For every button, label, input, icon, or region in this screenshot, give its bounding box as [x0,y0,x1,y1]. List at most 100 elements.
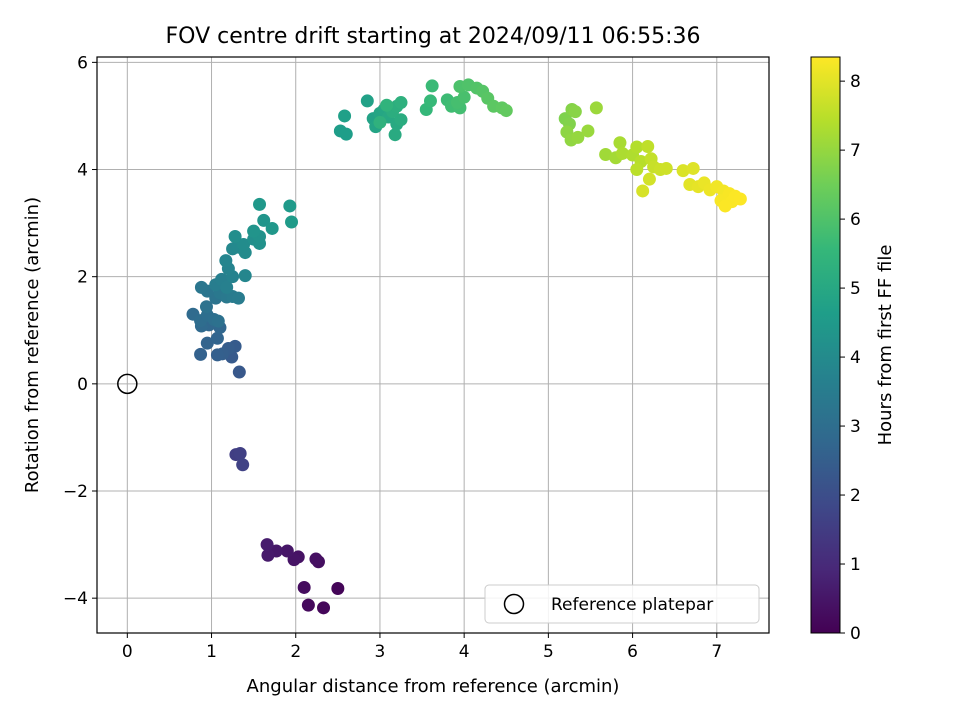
scatter-point [199,300,213,314]
scatter-point [297,580,311,594]
scatter-point [265,221,279,235]
scatter-point [257,213,271,227]
colorbar-tick-label: 7 [850,141,861,161]
scatter-point [733,192,747,206]
y-tick-label: 6 [77,53,88,73]
scatter-point [615,146,629,160]
scatter-point [219,254,233,268]
legend-marker-reference [503,593,525,615]
colorbar [810,56,841,634]
scatter-point [280,544,294,558]
scatter-point [309,552,323,566]
scatter-point [394,113,408,127]
colorbar-tick-label: 6 [850,210,861,230]
x-tick-label: 4 [459,642,470,662]
colorbar-tick-label: 4 [850,348,861,368]
scatter-point [283,199,297,213]
scatter-point [228,229,242,243]
scatter-point [339,127,353,141]
scatter-point [360,94,374,108]
scatter-point [236,458,250,472]
scatter-point [210,331,224,345]
x-tick-label: 3 [375,642,386,662]
x-tick-label: 5 [543,642,554,662]
x-tick-label: 0 [122,642,133,662]
scatter-point [247,224,261,238]
legend-box [484,584,760,624]
colorbar-tick-label: 3 [850,417,861,437]
scatter-point [253,197,267,211]
y-tick-label: −4 [63,589,88,609]
colorbar-ticks: 0 1 2 3 4 5 6 7 8 [840,72,861,644]
scatter-point [581,124,595,138]
colorbar-tick-label: 5 [850,279,861,299]
colorbar-tick-label: 2 [850,486,861,506]
scatter-point [285,215,299,229]
scatter-point [425,79,439,93]
colorbar-tick-label: 8 [850,72,861,92]
scatter-point [317,601,331,615]
scatter-point [200,336,214,350]
y-tick-label: 2 [77,268,88,288]
scatter-point [211,314,225,328]
scatter-point [338,109,352,123]
scatter-point [237,238,251,252]
colorbar-tick-label: 0 [850,624,861,644]
y-axis-label: Rotation from reference (arcmin) [22,197,43,493]
scatter-point [642,172,656,186]
scatter-point [599,148,613,162]
grid-lines [97,57,769,633]
colorbar-tick-label: 1 [850,555,861,575]
scatter-point [260,538,274,552]
scatter-point [394,96,408,110]
y-tick-label: 0 [77,375,88,395]
scatter-point [233,447,247,461]
scatter-point [630,163,644,177]
scatter-point [499,104,513,118]
y-tick-label: −2 [63,482,88,502]
scatter-point [457,90,471,104]
scatter-point [568,105,582,119]
scatter-point [232,365,246,379]
colorbar-label: Hours from first FF file [875,245,896,446]
x-axis-ticks: 0 1 2 3 4 5 6 7 [122,633,722,662]
scatter-point [220,280,234,294]
scatter-point [613,136,627,150]
scatter-point [331,582,345,596]
scatter-point [194,280,208,294]
y-tick-label: 4 [77,161,88,181]
scatter-point [373,115,387,129]
y-axis-ticks: −4 −2 0 2 4 6 [63,53,97,609]
scatter-point [301,598,315,612]
scatter-point [659,161,673,175]
scatter-point [718,199,732,213]
data-points [186,78,747,615]
plot-frame [96,56,770,634]
scatter-point [210,348,224,362]
scatter-point [641,139,655,153]
reference-point [117,373,138,395]
scatter-point [423,94,437,108]
scatter-point [636,184,650,198]
scatter-point [589,101,603,115]
scatter-point [630,140,644,154]
scatter-point [388,128,402,142]
x-tick-label: 2 [290,642,301,662]
scatter-point [261,548,275,562]
legend-label-reference: Reference platepar [551,595,713,615]
scatter-point [380,98,394,112]
chart-title: FOV centre drift starting at 2024/09/11 … [166,24,701,49]
scatter-point [194,347,208,361]
x-axis-label: Angular distance from reference (arcmin) [247,676,620,697]
scatter-point [238,269,252,283]
reference-platepar-marker [117,373,138,395]
scatter-point [686,161,700,175]
legend: Reference platepar [484,584,760,624]
scatter-point [231,291,245,305]
x-tick-label: 6 [627,642,638,662]
scatter-point [676,164,690,178]
scatter-point [571,130,585,144]
x-tick-label: 7 [711,642,722,662]
